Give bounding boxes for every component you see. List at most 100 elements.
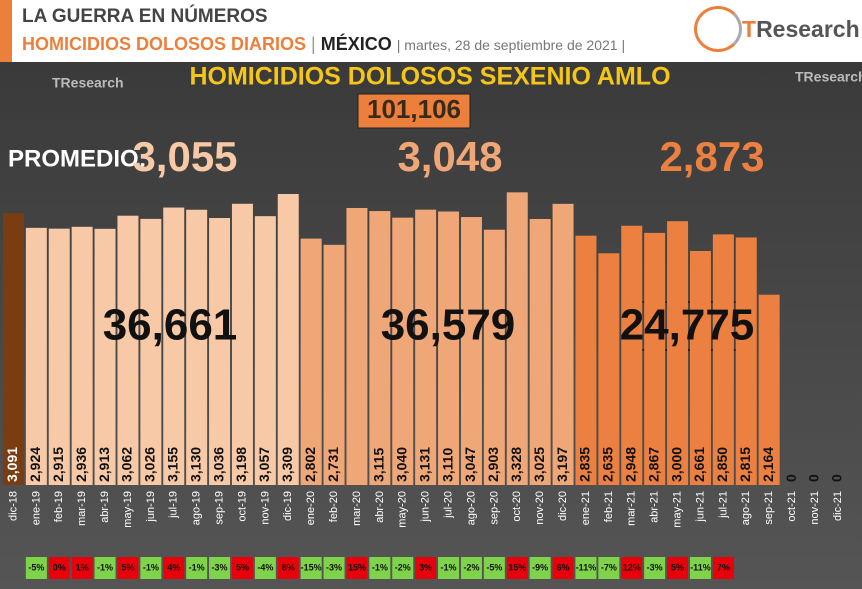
accent-bar [0, 0, 12, 62]
x-tick-label: jul-20 [442, 491, 454, 519]
value-label: 3,057 [256, 447, 272, 482]
change-label: 3% [419, 562, 432, 572]
bar [48, 228, 70, 485]
bar [323, 244, 345, 485]
change-label: 4% [167, 562, 180, 572]
change-cell [140, 557, 162, 579]
change-label: -5% [28, 562, 44, 572]
change-cell [117, 557, 139, 579]
x-tick-label: dic-21 [832, 491, 844, 521]
x-tick-label: jun-21 [694, 491, 706, 523]
bar [346, 207, 368, 485]
x-tick-label: mar-21 [626, 491, 638, 526]
change-label: -2% [463, 562, 479, 572]
value-label: 2,635 [600, 447, 616, 482]
kicker: LA GUERRA EN NÚMEROS [22, 6, 268, 27]
bar [689, 250, 711, 485]
value-label: 3,198 [233, 447, 249, 482]
value-label: 3,155 [164, 447, 180, 482]
change-label: -2% [395, 562, 411, 572]
change-cell [25, 557, 47, 579]
value-label: 3,328 [508, 447, 524, 482]
value-label: 0 [806, 474, 822, 482]
x-tick-label: dic-18 [7, 491, 19, 521]
chart: TResearch TResearch HOMICIDIOS DOLOSOS S… [0, 62, 862, 589]
x-tick-label: dic-19 [282, 491, 294, 521]
bar [598, 253, 620, 485]
x-tick-label: ene-21 [580, 491, 592, 525]
change-label: 8% [282, 562, 295, 572]
change-cell [483, 557, 505, 579]
bar [117, 215, 139, 485]
value-label: 3,026 [142, 447, 158, 482]
change-label: -9% [532, 562, 548, 572]
change-cell [644, 557, 666, 579]
subtitle: HOMICIDIOS DOLOSOS DIARIOS | MÉXICO | ma… [22, 34, 625, 55]
bar [575, 235, 597, 485]
change-label: -4% [257, 562, 273, 572]
change-label: -1% [441, 562, 457, 572]
bar [712, 234, 734, 485]
bar [163, 207, 185, 485]
value-label: 3,309 [279, 447, 295, 482]
value-label: 2,802 [302, 447, 318, 482]
change-cell [71, 557, 93, 579]
value-label: 2,913 [96, 447, 112, 482]
average-label: PROMEDIO: [8, 145, 147, 172]
value-label: 2,867 [645, 447, 661, 482]
value-label: 3,047 [462, 447, 478, 482]
bar [231, 203, 253, 486]
x-tick-label: nov-21 [809, 491, 821, 525]
bar [25, 227, 47, 486]
x-tick-label: dic-20 [557, 491, 569, 521]
x-tick-label: oct-21 [786, 491, 798, 522]
year-total: 24,775 [620, 301, 755, 350]
x-tick-label: sep-19 [213, 491, 225, 525]
value-label: 3,091 [4, 447, 20, 482]
value-label: 2,924 [27, 447, 43, 482]
change-cell [323, 557, 345, 579]
x-tick-label: abr-20 [374, 491, 386, 523]
change-cell [552, 557, 574, 579]
date: | martes, 28 de septiembre de 2021 | [396, 37, 626, 53]
change-label: 5% [121, 562, 134, 572]
value-label: 3,036 [210, 447, 226, 482]
x-tick-label: jul-21 [717, 491, 729, 519]
change-cell [529, 557, 551, 579]
change-cell [254, 557, 276, 579]
bar [209, 218, 231, 485]
value-label: 0 [783, 474, 799, 482]
bar [529, 218, 551, 485]
bar [2, 213, 24, 485]
change-cell [48, 557, 70, 579]
change-label: -15% [301, 562, 322, 572]
change-cell [460, 557, 482, 579]
year-total: 36,661 [103, 301, 238, 350]
x-tick-label: abr-19 [99, 491, 111, 523]
separator: | [311, 34, 316, 54]
x-tick-label: jun-19 [145, 491, 157, 523]
x-tick-label: may-20 [397, 491, 409, 528]
year-total: 36,579 [381, 301, 516, 350]
x-tick-label: sep-20 [488, 491, 500, 525]
bar [667, 221, 689, 486]
x-tick-label: ene-19 [30, 491, 42, 525]
change-cell [438, 557, 460, 579]
value-label: 2,850 [714, 447, 730, 482]
bar [254, 216, 276, 485]
x-tick-label: nov-20 [534, 491, 546, 525]
x-tick-label: abr-21 [649, 491, 661, 523]
change-label: -1% [143, 562, 159, 572]
change-cell [94, 557, 116, 579]
logo-icon [694, 6, 742, 52]
x-tick-label: mar-20 [351, 491, 363, 526]
bar [758, 294, 780, 485]
value-label: 3,062 [119, 447, 135, 482]
x-tick-label: feb-20 [328, 491, 340, 522]
change-cell [667, 557, 689, 579]
value-label: 3,197 [554, 447, 570, 482]
bar [186, 209, 208, 485]
x-tick-label: feb-21 [603, 491, 615, 522]
change-label: 15% [508, 562, 526, 572]
watermark: TResearch [795, 69, 862, 85]
